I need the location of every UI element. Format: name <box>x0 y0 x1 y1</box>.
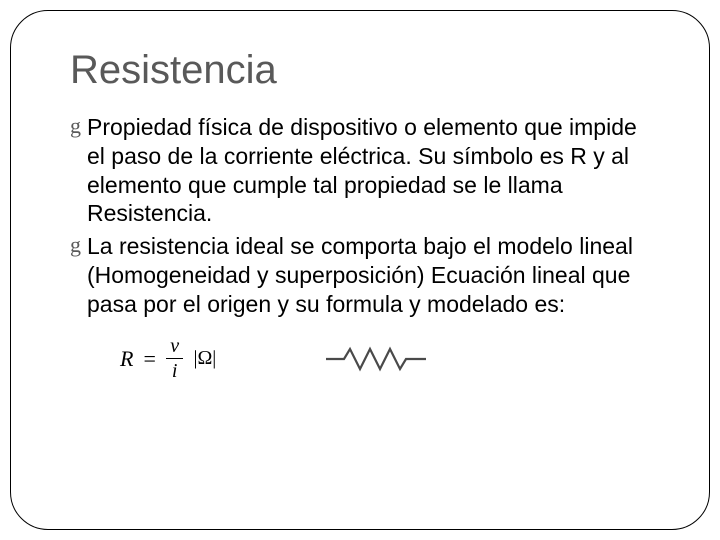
bullet-item: g La resistencia ideal se comporta bajo … <box>70 232 650 318</box>
formula-numerator: v <box>166 336 183 358</box>
formula-fraction: v i <box>166 336 184 381</box>
bullet-text: Propiedad física de dispositivo o elemen… <box>87 113 650 228</box>
bullet-text: La resistencia ideal se comporta bajo el… <box>87 232 650 318</box>
slide-body: g Propiedad física de dispositivo o elem… <box>70 113 650 381</box>
resistor-svg <box>326 346 426 372</box>
bullet-mark-icon: g <box>70 232 81 258</box>
formula-lhs: R <box>120 346 133 372</box>
formula: R = v i |Ω| <box>120 336 216 381</box>
formula-eq: = <box>143 346 155 372</box>
formula-row: R = v i |Ω| <box>120 336 650 381</box>
slide: Resistencia g Propiedad física de dispos… <box>0 0 720 540</box>
resistor-icon <box>326 346 426 372</box>
bullet-item: g Propiedad física de dispositivo o elem… <box>70 113 650 228</box>
formula-denominator: i <box>166 358 184 381</box>
bullet-mark-icon: g <box>70 113 81 139</box>
formula-unit: |Ω| <box>193 347 216 370</box>
slide-title: Resistencia <box>70 48 670 93</box>
